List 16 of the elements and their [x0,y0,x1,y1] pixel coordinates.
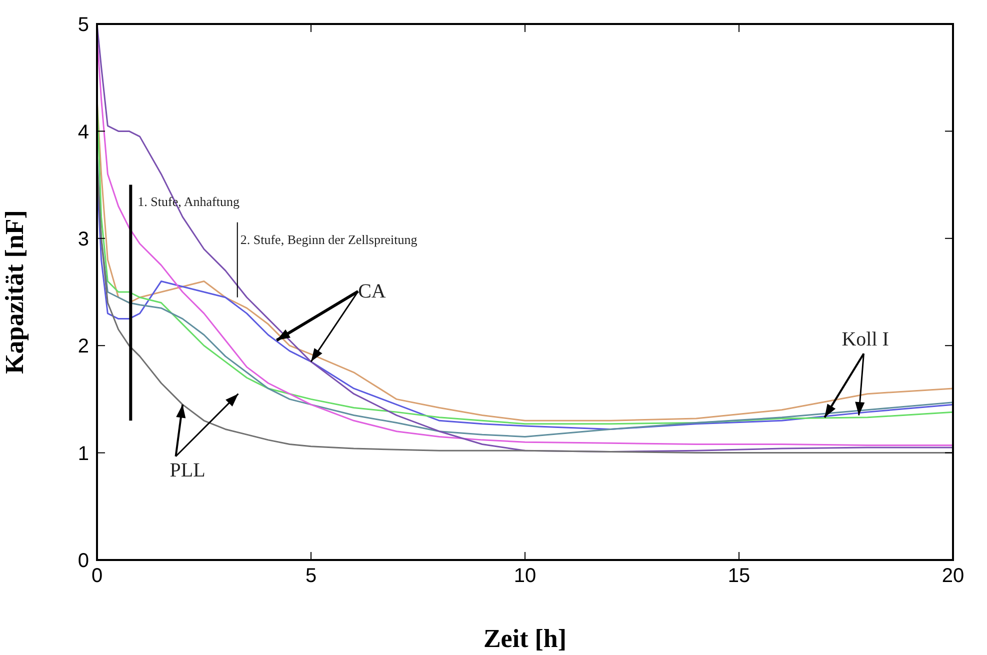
y-tick-label: 3 [78,228,89,250]
x-axis-title: Zeit [h] [483,624,567,653]
annotation: Koll I [842,328,889,351]
y-tick-label: 2 [78,336,89,358]
y-axis-title: Kapazität [nF] [0,210,30,374]
annotation: 2. Stufe, Beginn der Zellspreitung [240,232,418,247]
x-tick-label: 20 [942,565,964,588]
x-tick-label: 15 [728,565,750,588]
y-tick-label: 1 [78,442,89,465]
annotation: PLL [170,459,206,482]
x-tick-label: 10 [514,565,536,588]
y-tick-label: 4 [78,121,89,144]
y-tick-label: 5 [78,14,89,36]
y-tick-label: 0 [78,550,89,572]
x-tick-label: 5 [305,565,317,588]
annotation: CA [358,280,386,302]
